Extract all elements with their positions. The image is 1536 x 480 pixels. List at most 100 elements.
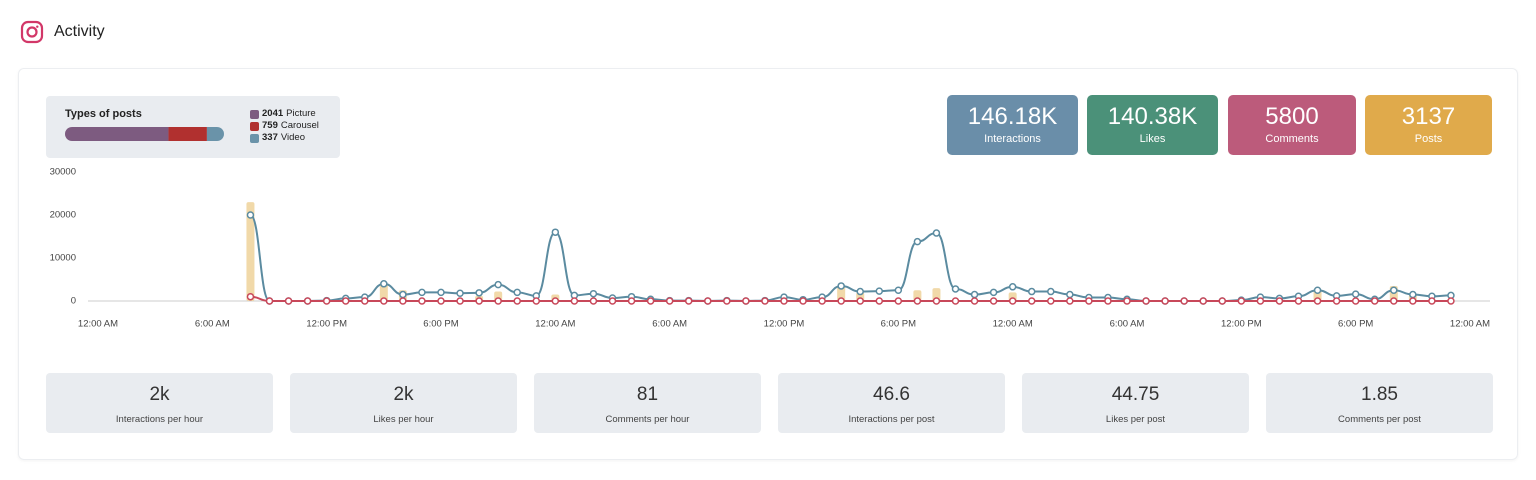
y-tick-label: 0 (71, 296, 76, 307)
point (1294, 297, 1303, 305)
stat-label: Comments per hour (605, 414, 690, 425)
point (1237, 297, 1246, 305)
post-type-segment (168, 127, 207, 141)
point (303, 297, 312, 305)
stat-value: 1.85 (1361, 384, 1398, 405)
point (589, 297, 598, 305)
point (418, 288, 426, 297)
point (837, 282, 845, 290)
stat-card: 81 Comments per hour (534, 373, 761, 433)
point (341, 297, 350, 305)
point (856, 287, 864, 296)
point (418, 297, 426, 305)
point (399, 290, 407, 299)
stat-card: 44.75 Likes per post (1022, 373, 1249, 433)
kpi-card: 140.38K Likes (1087, 95, 1218, 155)
point (399, 297, 407, 305)
point (780, 297, 788, 305)
point (380, 280, 388, 288)
point (951, 297, 960, 305)
x-tick-label: 12:00 AM (78, 319, 118, 330)
point (475, 297, 483, 305)
point (551, 297, 560, 305)
kpi-label: Likes (1139, 133, 1166, 145)
legend-swatch (250, 133, 259, 143)
x-tick-label: 6:00 PM (1338, 319, 1373, 330)
point (1409, 297, 1417, 305)
point (704, 297, 712, 305)
point (1161, 297, 1169, 305)
point (1142, 297, 1150, 305)
kpi-label: Interactions (984, 133, 1041, 145)
point (1275, 297, 1284, 305)
x-tick-label: 6:00 AM (195, 319, 230, 330)
point (1218, 297, 1227, 305)
point (1085, 297, 1093, 305)
point (322, 297, 331, 305)
y-tick-label: 30000 (50, 167, 76, 178)
point (1027, 297, 1036, 305)
point (1332, 297, 1341, 305)
line (249, 214, 1451, 303)
stat-label: Likes per post (1105, 414, 1166, 425)
bar (932, 288, 941, 301)
point (475, 289, 483, 297)
stat-card: 2k Likes per hour (290, 373, 517, 433)
legend-label: Picture (286, 108, 316, 119)
post-types-title: Types of posts (65, 108, 142, 120)
post-type-segment (206, 127, 224, 141)
stat-card: 2k Interactions per hour (46, 373, 273, 433)
point (665, 297, 674, 305)
line (250, 295, 1451, 302)
point (532, 297, 541, 305)
post-types-legend: 2041 Picture 759 Carousel 337 Video (250, 108, 319, 144)
kpi-value: 5800 (1265, 103, 1319, 130)
point (932, 297, 941, 305)
point (875, 297, 884, 305)
bar (379, 283, 388, 301)
stat-value: 2k (149, 384, 170, 405)
point (1180, 297, 1188, 305)
point (494, 297, 502, 305)
kpi-value: 146.18K (967, 103, 1058, 130)
x-tick-label: 6:00 AM (1110, 319, 1145, 330)
header-title: Activity (54, 23, 105, 40)
point (837, 297, 845, 305)
kpi-label: Comments (1265, 133, 1319, 145)
point (856, 297, 864, 305)
point (1313, 286, 1322, 294)
point (284, 297, 293, 305)
point (513, 297, 521, 305)
legend-count: 759 (262, 120, 278, 131)
point (1428, 297, 1436, 305)
stat-label: Interactions per hour (115, 414, 204, 425)
stat-value: 81 (636, 384, 659, 405)
legend-item: 759 Carousel (250, 120, 319, 132)
kpi-label: Posts (1414, 133, 1443, 145)
point (913, 297, 922, 305)
point (570, 297, 579, 305)
x-tick-label: 12:00 AM (993, 319, 1033, 330)
point (380, 297, 388, 305)
y-tick-label: 10000 (50, 253, 76, 264)
stat-label: Interactions per post (848, 414, 935, 425)
post-types-bar (65, 127, 224, 141)
instagram-icon (20, 20, 44, 44)
point (437, 288, 445, 297)
kpi-card: 3137 Posts (1365, 95, 1492, 155)
point (608, 297, 617, 305)
legend-label: Carousel (280, 120, 319, 131)
x-tick-label: 12:00 AM (535, 319, 575, 330)
stat-card: 1.85 Comments per post (1266, 373, 1493, 433)
point (894, 286, 903, 294)
point (799, 297, 807, 305)
stat-value: 46.6 (873, 384, 910, 405)
x-tick-label: 6:00 AM (652, 319, 687, 330)
point (456, 297, 464, 305)
bar (837, 285, 846, 301)
y-tick-label: 20000 (50, 210, 76, 221)
point (761, 297, 769, 305)
point (1008, 283, 1017, 291)
header: Activity (20, 18, 105, 46)
